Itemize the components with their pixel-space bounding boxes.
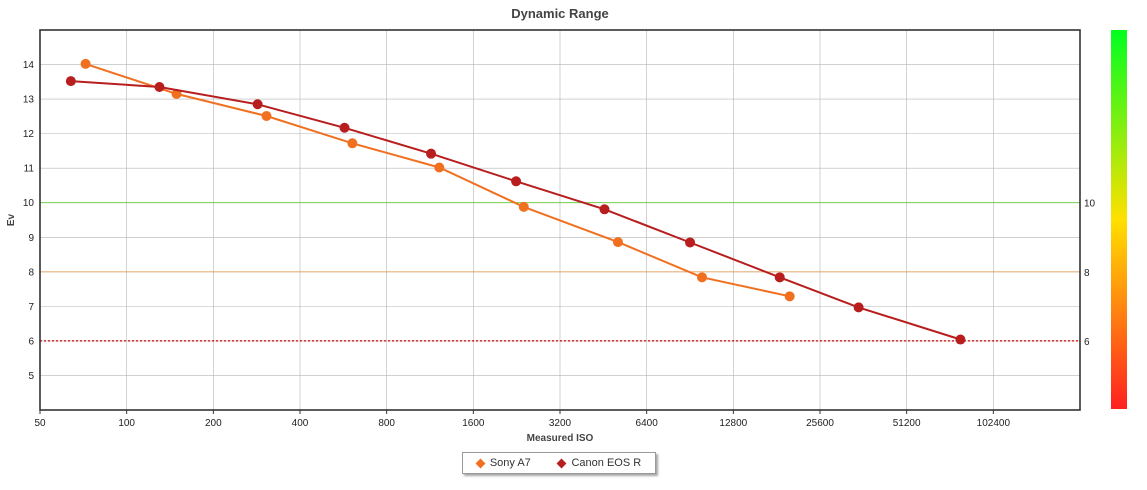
y-tick-label: 14 [23, 60, 35, 71]
data-point-canon-eos-r[interactable] [339, 122, 350, 133]
x-tick-label: 800 [378, 418, 395, 429]
y-tick-label: 5 [28, 371, 34, 382]
color-scale-bar [1111, 30, 1127, 409]
x-tick-label: 50 [34, 418, 46, 429]
data-point-canon-eos-r[interactable] [252, 99, 263, 110]
legend-label-sony-a7: Sony A7 [489, 457, 531, 469]
data-point-canon-eos-r[interactable] [154, 82, 165, 92]
reference-label-8: 8 [1084, 268, 1090, 279]
data-point-sony-a7[interactable] [80, 58, 91, 69]
series-layer [65, 58, 966, 345]
y-tick-label: 10 [23, 198, 35, 209]
y-tick-label: 12 [23, 129, 35, 140]
reference-label-10: 10 [1084, 199, 1096, 210]
data-point-canon-eos-r[interactable] [853, 302, 864, 313]
x-tick-label: 3200 [549, 418, 572, 429]
reference-lines: 10 8 6 [40, 199, 1096, 348]
axis-ticks: 50 100 200 400 800 1600 3200 6400 12800 25600 5120… [23, 60, 1011, 429]
data-point-sony-a7[interactable] [261, 111, 272, 122]
data-point-sony-a7[interactable] [434, 162, 445, 173]
x-tick-label: 6400 [636, 418, 659, 429]
series-line-canon-eos-r [70, 80, 961, 341]
y-tick-label: 13 [23, 95, 35, 106]
y-tick-label: 6 [28, 336, 34, 347]
y-tick-label: 11 [24, 164, 35, 175]
x-tick-label: 51200 [893, 418, 921, 429]
legend-label-canon-eos-r: Canon EOS R [571, 457, 642, 469]
chart-legend: Sony A7 Canon EOS R [462, 452, 656, 474]
series-canon-eos-r [65, 76, 966, 345]
x-tick-label: 400 [292, 418, 309, 429]
legend-item-sony-a7[interactable]: Sony A7 [475, 457, 531, 469]
legend-marker-sony-a7 [475, 458, 486, 468]
data-point-sony-a7[interactable] [613, 237, 624, 248]
x-tick-label: 200 [205, 418, 222, 429]
data-point-sony-a7[interactable] [518, 201, 529, 212]
data-point-sony-a7[interactable] [697, 272, 708, 283]
data-point-sony-a7[interactable] [784, 291, 795, 302]
chart-title: Dynamic Range [511, 6, 609, 21]
x-tick-label: 12800 [719, 418, 747, 429]
x-tick-label: 1600 [462, 418, 485, 429]
series-line-sony-a7 [85, 62, 790, 298]
reference-label-6: 6 [1084, 337, 1090, 348]
x-tick-label: 25600 [806, 418, 834, 429]
y-tick-label: 9 [28, 233, 34, 244]
legend-item-canon-eos-r[interactable]: Canon EOS R [557, 457, 642, 469]
data-point-canon-eos-r[interactable] [685, 237, 696, 248]
data-point-sony-a7[interactable] [347, 138, 358, 149]
x-tick-label: 100 [118, 418, 135, 429]
x-tick-label: 102400 [977, 418, 1011, 429]
data-point-canon-eos-r[interactable] [774, 272, 785, 283]
y-tick-label: 7 [28, 302, 34, 313]
legend-marker-canon-eos-r [557, 458, 567, 468]
data-point-canon-eos-r[interactable] [65, 76, 76, 87]
data-point-canon-eos-r[interactable] [599, 204, 610, 215]
y-axis-title: Ev [6, 213, 17, 226]
series-sony-a7 [80, 58, 795, 302]
data-point-canon-eos-r[interactable] [426, 148, 437, 159]
data-point-canon-eos-r[interactable] [511, 176, 522, 187]
x-axis-title: Measured ISO [527, 433, 594, 444]
y-tick-label: 8 [28, 267, 34, 278]
data-point-canon-eos-r[interactable] [955, 334, 966, 345]
